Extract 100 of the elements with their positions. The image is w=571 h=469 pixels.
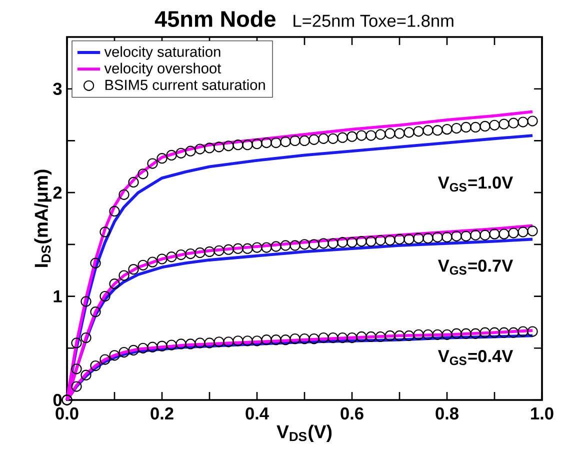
point (261, 137, 272, 148)
annotation: V$_{GS}$=0.7V (438, 260, 514, 275)
point (394, 128, 405, 139)
x-tick-label: 0.2 (150, 407, 174, 420)
point (375, 234, 386, 246)
point (366, 331, 376, 342)
point (128, 344, 139, 356)
point (442, 124, 452, 135)
point (80, 370, 92, 380)
point (156, 340, 168, 352)
point (480, 327, 490, 338)
point (328, 238, 338, 249)
point (147, 158, 158, 169)
point (138, 342, 148, 354)
point (404, 127, 414, 138)
point (413, 232, 424, 244)
point (100, 226, 110, 238)
point (118, 189, 130, 200)
point (252, 138, 262, 150)
point (422, 125, 434, 136)
point (214, 245, 224, 256)
point (280, 136, 291, 148)
point (176, 148, 186, 158)
point (166, 252, 177, 262)
point (442, 329, 452, 340)
point (346, 237, 358, 248)
point (100, 290, 110, 302)
point (71, 364, 82, 374)
point (232, 140, 244, 150)
point (185, 146, 196, 156)
point (508, 118, 519, 128)
point (318, 332, 329, 344)
point (508, 228, 519, 238)
point (518, 226, 528, 238)
point (118, 270, 130, 281)
point (147, 342, 158, 352)
point (252, 336, 262, 346)
point (337, 132, 348, 143)
y-tick-label: 1 (54, 290, 62, 302)
y-tick-label: 3 (53, 82, 62, 95)
point (346, 131, 358, 142)
point (118, 346, 130, 358)
x-tick-label: 0.6 (340, 407, 364, 420)
point (204, 246, 215, 258)
point (518, 326, 528, 337)
y-tick-label: 2 (53, 186, 62, 199)
point (109, 278, 120, 290)
point (470, 328, 481, 339)
point (413, 126, 424, 137)
point (290, 333, 300, 344)
point (384, 234, 396, 246)
point (138, 168, 148, 180)
point (156, 254, 168, 264)
point (384, 330, 396, 342)
chart-title: 45nm Node (154, 10, 276, 28)
point (109, 350, 120, 361)
point (100, 354, 110, 365)
point (214, 142, 224, 152)
point (290, 240, 300, 251)
point (460, 230, 472, 242)
point (280, 334, 291, 346)
point (204, 338, 215, 348)
point (185, 338, 196, 350)
point (242, 243, 253, 254)
point (261, 334, 272, 346)
point (318, 133, 329, 144)
point (242, 140, 253, 150)
point (527, 226, 538, 236)
point (356, 130, 367, 141)
point (375, 129, 386, 140)
point (498, 327, 510, 338)
point (460, 122, 472, 133)
point (422, 232, 434, 244)
point (451, 122, 462, 134)
point (527, 116, 538, 126)
point (346, 332, 358, 344)
point (394, 330, 405, 342)
point (90, 258, 101, 268)
point (270, 334, 282, 346)
point (432, 232, 443, 242)
point (232, 336, 244, 346)
point (404, 330, 414, 342)
point (442, 232, 452, 242)
point (280, 240, 291, 251)
point (90, 360, 101, 372)
point (480, 230, 490, 240)
point (156, 153, 168, 164)
point (432, 329, 443, 340)
point (299, 135, 310, 146)
point (223, 244, 234, 255)
point (366, 130, 376, 141)
point (290, 135, 300, 146)
point (366, 236, 376, 247)
point (460, 328, 472, 339)
point (318, 238, 329, 249)
point (194, 338, 206, 348)
point (232, 243, 244, 254)
legend-label: velocity saturation (104, 46, 220, 60)
point (470, 122, 481, 133)
point (384, 128, 396, 139)
